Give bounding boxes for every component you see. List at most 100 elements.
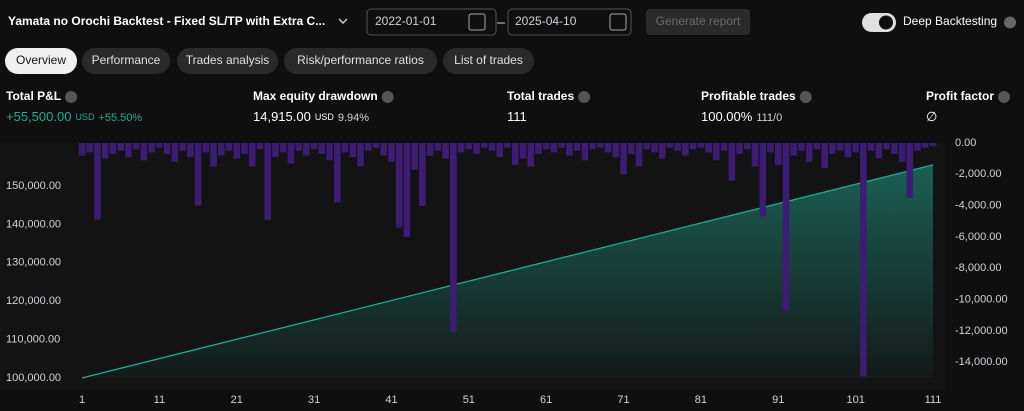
drawdown-bar	[341, 143, 349, 153]
y2-tick-label: -12,000.00	[955, 325, 1008, 337]
info-icon[interactable]	[381, 91, 394, 103]
tab[interactable]	[82, 48, 170, 74]
drawdown-bar	[117, 143, 124, 151]
drawdown-bar	[86, 143, 94, 153]
drawdown-bar	[411, 143, 418, 170]
tab-label: Trades analysis	[186, 53, 270, 67]
stat-value: 100.00% 111/0	[701, 109, 782, 124]
drawdown-bar	[241, 143, 248, 154]
drawdown-bar	[689, 143, 697, 150]
stat-label: Profitable trades	[701, 89, 796, 103]
stat-value: +55,500.00	[6, 109, 71, 124]
drawdown-bar	[589, 143, 596, 150]
stat-extra: 9.94%	[338, 112, 369, 124]
drawdown-bar	[906, 143, 914, 198]
x-tick-label: 111	[925, 394, 942, 406]
y-tick-label: 150,000.00	[6, 180, 61, 192]
drawdown-bar	[550, 143, 558, 153]
y2-tick-label: 0.00	[955, 137, 976, 149]
stat-label: Max equity drawdown	[253, 89, 378, 103]
y2-tick-label: -2,000.00	[955, 168, 1001, 180]
drawdown-bar	[450, 143, 457, 333]
drawdown-bar	[395, 143, 403, 228]
drawdown-bar	[303, 143, 310, 156]
drawdown-bar	[844, 143, 852, 158]
drawdown-bar	[465, 143, 473, 150]
drawdown-bar	[481, 143, 488, 148]
x-tick-label: 41	[385, 394, 397, 406]
drawdown-bar	[666, 143, 674, 148]
tab[interactable]	[5, 48, 77, 74]
drawdown-bar	[179, 143, 186, 151]
drawdown-bar	[488, 143, 496, 151]
drawdown-bar	[860, 143, 867, 377]
drawdown-bar	[651, 143, 658, 153]
info-icon[interactable]	[65, 91, 78, 103]
drawdown-bar	[782, 143, 790, 311]
drawdown-bar	[620, 143, 627, 175]
help-icon[interactable]	[1004, 16, 1016, 29]
date-input[interactable]	[366, 8, 497, 36]
tab-label: Performance	[92, 53, 161, 67]
tab[interactable]	[284, 48, 437, 74]
drawdown-bar	[573, 143, 581, 151]
stat-extra: 111/0	[756, 112, 782, 124]
x-tick-label: 1	[79, 394, 85, 406]
stat-unit: USD	[75, 112, 95, 122]
drawdown-bar	[813, 143, 821, 150]
x-tick-label: 61	[540, 394, 552, 406]
drawdown-bar	[558, 143, 565, 148]
drawdown-bar	[125, 143, 132, 158]
x-tick-label: 21	[231, 394, 243, 406]
stat-unit: USD	[315, 112, 335, 122]
drawdown-bar	[713, 143, 720, 161]
drawdown-bar	[326, 143, 333, 161]
equity-line	[81, 164, 934, 379]
drawdown-bar	[388, 143, 395, 162]
drawdown-bar	[744, 143, 751, 150]
drawdown-bar	[542, 143, 550, 150]
generate-label: Generate report	[656, 14, 741, 28]
info-icon[interactable]	[578, 91, 591, 103]
info-icon[interactable]	[998, 91, 1011, 103]
drawdown-bar	[372, 143, 380, 148]
drawdown-bar	[627, 143, 635, 154]
drawdown-bar	[511, 143, 519, 165]
info-icon[interactable]	[799, 91, 812, 103]
drawdown-bar	[171, 143, 179, 162]
y2-tick-label: -4,000.00	[955, 200, 1001, 212]
drawdown-bar	[156, 143, 163, 148]
drawdown-bar	[643, 143, 651, 150]
tab[interactable]	[177, 48, 278, 74]
chevron[interactable]	[338, 18, 348, 24]
drawdown-bar	[658, 143, 666, 159]
date-input[interactable]	[507, 8, 632, 36]
drawdown-bar	[132, 143, 140, 150]
tab[interactable]	[443, 48, 534, 74]
stat-value: 100.00%	[701, 109, 753, 124]
drawdown-bar	[457, 143, 465, 153]
x-tick-label: 51	[463, 394, 475, 406]
stat-value: ∅	[926, 109, 937, 124]
stat-value: +55,500.00 USD +55.50%	[6, 109, 142, 124]
drawdown-bar	[473, 143, 480, 154]
strategy-title[interactable]: Yamata no Orochi Backtest - Fixed SL/TP …	[8, 14, 325, 28]
generate-button[interactable]	[646, 9, 750, 35]
drawdown-bar	[78, 143, 86, 156]
drawdown-bar	[604, 143, 612, 153]
drawdown-bar	[140, 143, 148, 161]
y2-tick-label: -6,000.00	[955, 231, 1001, 243]
y2-tick-label: -10,000.00	[955, 294, 1008, 306]
drawdown-bar	[821, 143, 828, 169]
drawdown-bar	[759, 143, 767, 217]
drawdown-bar	[187, 143, 194, 158]
drawdown-bar	[233, 143, 241, 159]
drawdown-bar	[914, 143, 921, 151]
y-tick-label: 140,000.00	[6, 218, 61, 230]
x-tick-label: 71	[617, 394, 629, 406]
drawdown-bar	[883, 143, 890, 150]
y2-tick-label: -8,000.00	[955, 262, 1001, 274]
drawdown-bar	[279, 143, 287, 153]
y-tick-label: 100,000.00	[6, 372, 61, 384]
drawdown-bar	[419, 143, 426, 206]
